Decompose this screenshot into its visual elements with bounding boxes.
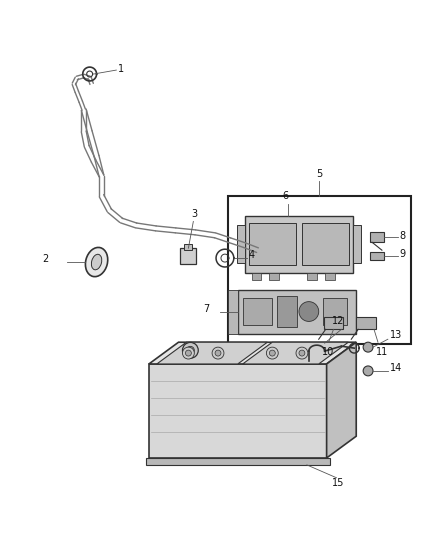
Text: 10: 10 <box>321 347 334 357</box>
Bar <box>356 318 376 329</box>
Bar <box>245 215 353 273</box>
Bar <box>325 273 335 280</box>
Circle shape <box>269 350 275 356</box>
Bar <box>237 225 245 263</box>
Bar <box>302 223 350 265</box>
Polygon shape <box>327 342 356 458</box>
Bar <box>307 273 317 280</box>
Circle shape <box>215 350 221 356</box>
Polygon shape <box>243 342 348 364</box>
Polygon shape <box>149 364 327 458</box>
Bar <box>238 290 356 334</box>
Circle shape <box>299 302 319 321</box>
Text: 6: 6 <box>283 191 289 201</box>
Text: 3: 3 <box>191 208 198 219</box>
Text: 4: 4 <box>249 250 255 260</box>
Polygon shape <box>149 342 356 364</box>
Text: 1: 1 <box>118 64 124 74</box>
Bar <box>228 196 410 344</box>
Text: 15: 15 <box>332 478 344 488</box>
Bar <box>251 273 261 280</box>
Bar <box>249 223 296 265</box>
Circle shape <box>299 350 305 356</box>
Bar <box>353 225 361 263</box>
Bar <box>243 297 272 325</box>
Text: 5: 5 <box>316 169 322 179</box>
Circle shape <box>185 350 191 356</box>
Circle shape <box>363 366 373 376</box>
Bar <box>180 248 196 264</box>
Polygon shape <box>157 342 267 364</box>
Bar <box>323 297 347 325</box>
Ellipse shape <box>92 254 102 270</box>
Text: 11: 11 <box>376 347 388 357</box>
Circle shape <box>187 346 194 354</box>
Bar <box>269 273 279 280</box>
Bar <box>146 458 329 465</box>
Text: 13: 13 <box>390 330 402 340</box>
Text: 8: 8 <box>400 231 406 241</box>
Circle shape <box>183 342 198 358</box>
Circle shape <box>212 347 224 359</box>
Text: 14: 14 <box>390 363 402 373</box>
Text: 2: 2 <box>42 254 49 264</box>
Circle shape <box>363 342 373 352</box>
Circle shape <box>296 347 308 359</box>
Bar <box>370 232 384 243</box>
Bar <box>324 318 343 329</box>
Ellipse shape <box>85 247 108 277</box>
Circle shape <box>266 347 278 359</box>
Bar <box>277 296 297 327</box>
Circle shape <box>183 347 194 359</box>
Bar <box>228 290 238 334</box>
Text: 12: 12 <box>332 317 344 326</box>
Bar <box>184 244 192 250</box>
Text: 9: 9 <box>400 249 406 259</box>
Bar <box>370 252 384 260</box>
Text: 7: 7 <box>203 304 209 314</box>
